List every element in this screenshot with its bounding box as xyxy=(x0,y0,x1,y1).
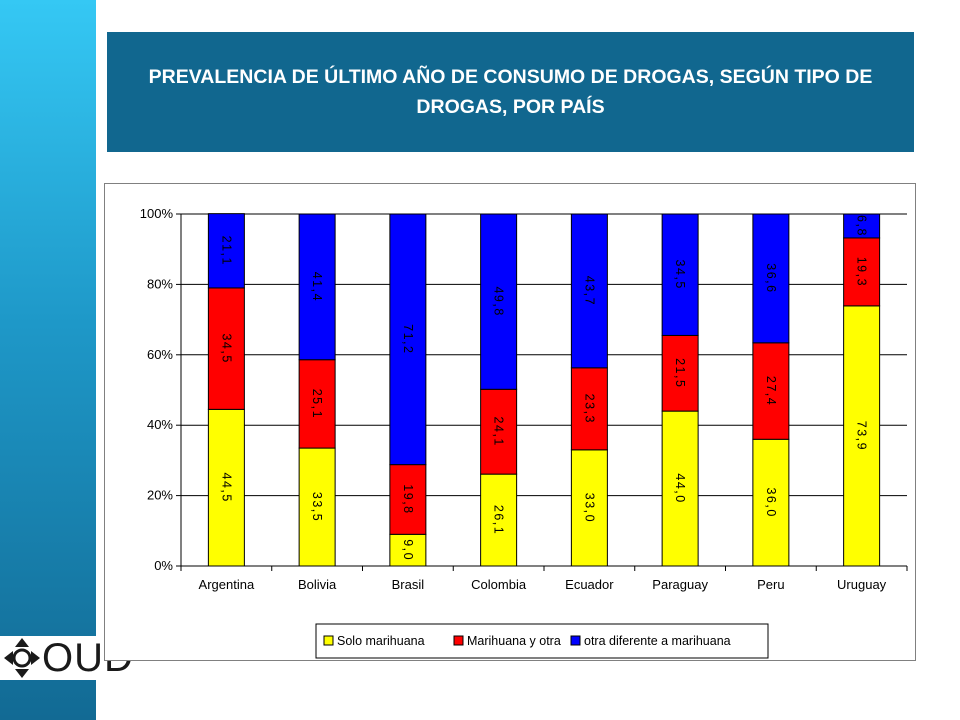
data-label: 33,0 xyxy=(582,493,596,523)
bar-segment xyxy=(570,449,608,567)
chart-frame: 0% 20% 40% 60% 80% 100% 44,5 34,5 21,1 Argentina 3… xyxy=(104,183,916,661)
data-label: 21,5 xyxy=(673,358,687,388)
legend: Solo marihuana Marihuana y otra otra difer… xyxy=(315,623,769,659)
x-tick-label: Paraguay xyxy=(652,577,708,592)
y-tick-label: 80% xyxy=(147,276,173,291)
bar-segment xyxy=(207,287,245,410)
data-label: 34,5 xyxy=(219,333,233,363)
data-label: 34,5 xyxy=(673,260,687,290)
data-label: 71,2 xyxy=(401,324,415,354)
bar-segment xyxy=(570,213,608,369)
data-label: 24,1 xyxy=(492,417,506,447)
bar-segment xyxy=(843,237,881,307)
bar-segment xyxy=(752,213,790,344)
side-band xyxy=(0,0,96,720)
y-tick-label: 60% xyxy=(147,347,173,362)
data-label: 44,0 xyxy=(673,473,687,503)
data-label: 41,4 xyxy=(310,272,324,302)
x-tick-label: Uruguay xyxy=(837,577,887,592)
data-label: 27,4 xyxy=(764,376,778,406)
legend-swatch xyxy=(323,635,334,646)
data-label: 25,1 xyxy=(310,389,324,419)
bar-segment xyxy=(298,359,336,449)
data-label: 43,7 xyxy=(582,276,596,306)
data-label: 9,0 xyxy=(401,539,415,561)
bar-segment xyxy=(661,213,699,336)
bar-segment xyxy=(389,213,427,466)
legend-swatch xyxy=(453,635,464,646)
legend-swatch xyxy=(570,635,581,646)
x-tick-label: Colombia xyxy=(471,577,527,592)
data-label: 73,9 xyxy=(855,421,869,451)
data-label: 49,8 xyxy=(492,286,506,316)
data-label: 44,5 xyxy=(219,473,233,503)
x-tick-label: Peru xyxy=(757,577,784,592)
legend-box xyxy=(315,623,769,659)
bar-segment xyxy=(752,438,790,567)
data-label: 33,5 xyxy=(310,492,324,522)
data-label: 21,1 xyxy=(219,236,233,266)
data-label: 19,3 xyxy=(855,257,869,287)
bar-segment xyxy=(480,213,518,390)
bar-segment xyxy=(570,367,608,451)
bar-segment xyxy=(661,334,699,412)
data-label: 26,1 xyxy=(492,505,506,535)
bar-segment xyxy=(752,342,790,440)
legend-label: Solo marihuana xyxy=(337,634,425,648)
bar-segment xyxy=(843,213,881,239)
data-label: 19,8 xyxy=(401,484,415,514)
x-tick-label: Bolivia xyxy=(298,577,337,592)
legend-label: Marihuana y otra xyxy=(467,634,561,648)
bar-segment xyxy=(389,533,427,567)
oud-logo: OUD xyxy=(0,636,133,680)
bar-segment xyxy=(298,447,336,567)
y-tick-label: 0% xyxy=(154,558,173,573)
page-title: PREVALENCIA DE ÚLTIMO AÑO DE CONSUMO DE … xyxy=(148,66,873,118)
bar-segment xyxy=(298,213,336,361)
bar-segment xyxy=(480,473,518,567)
x-tick-label: Argentina xyxy=(199,577,255,592)
bar-segment xyxy=(843,305,881,567)
x-tick-label: Ecuador xyxy=(565,577,614,592)
bar-segment xyxy=(661,410,699,567)
stacked-bar-chart: 0% 20% 40% 60% 80% 100% 44,5 34,5 21,1 Argentina 3… xyxy=(140,206,908,659)
bar-segment xyxy=(207,213,245,289)
data-label: 36,0 xyxy=(764,487,778,517)
bar-segment xyxy=(480,388,518,475)
data-label: 6,8 xyxy=(855,215,869,237)
title-banner: PREVALENCIA DE ÚLTIMO AÑO DE CONSUMO DE … xyxy=(107,32,914,152)
data-label: 36,6 xyxy=(764,263,778,293)
legend-label: otra diferente a marihuana xyxy=(584,634,731,648)
arrows-logo-icon xyxy=(4,638,40,678)
data-label: 23,3 xyxy=(582,394,596,424)
x-tick-label: Brasil xyxy=(392,577,425,592)
y-tick-label: 20% xyxy=(147,488,173,503)
bar-segment xyxy=(207,408,245,567)
y-tick-label: 100% xyxy=(140,206,174,221)
y-tick-label: 40% xyxy=(147,417,173,432)
